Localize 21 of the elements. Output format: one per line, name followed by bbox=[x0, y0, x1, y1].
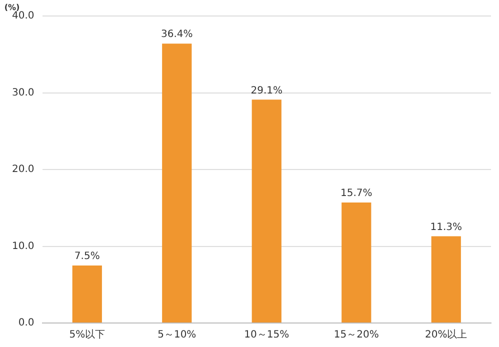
data-label: 15.7% bbox=[340, 188, 372, 200]
y-tick-label: 20.0 bbox=[12, 164, 34, 176]
bar bbox=[252, 100, 282, 322]
y-axis-title: (%) bbox=[4, 3, 20, 12]
y-tick-label: 40.0 bbox=[12, 10, 34, 22]
data-label: 11.3% bbox=[430, 222, 462, 233]
data-label: 29.1% bbox=[250, 85, 283, 96]
x-tick-label: 5～10% bbox=[158, 330, 196, 341]
x-tick-label: 10～15% bbox=[244, 330, 290, 341]
bar bbox=[72, 265, 102, 322]
data-label: 7.5% bbox=[74, 251, 100, 262]
y-tick-label: 30.0 bbox=[12, 87, 34, 98]
bar bbox=[431, 236, 461, 322]
bar bbox=[342, 202, 372, 322]
x-tick-label: 15～20% bbox=[334, 330, 379, 341]
bar bbox=[162, 44, 192, 322]
x-tick-label: 20%以上 bbox=[425, 328, 468, 341]
data-label: 36.4% bbox=[160, 29, 193, 40]
x-tick-label: 5%以下 bbox=[69, 328, 106, 341]
y-tick-label: 0.0 bbox=[18, 318, 34, 329]
y-tick-label: 10.0 bbox=[12, 240, 34, 252]
